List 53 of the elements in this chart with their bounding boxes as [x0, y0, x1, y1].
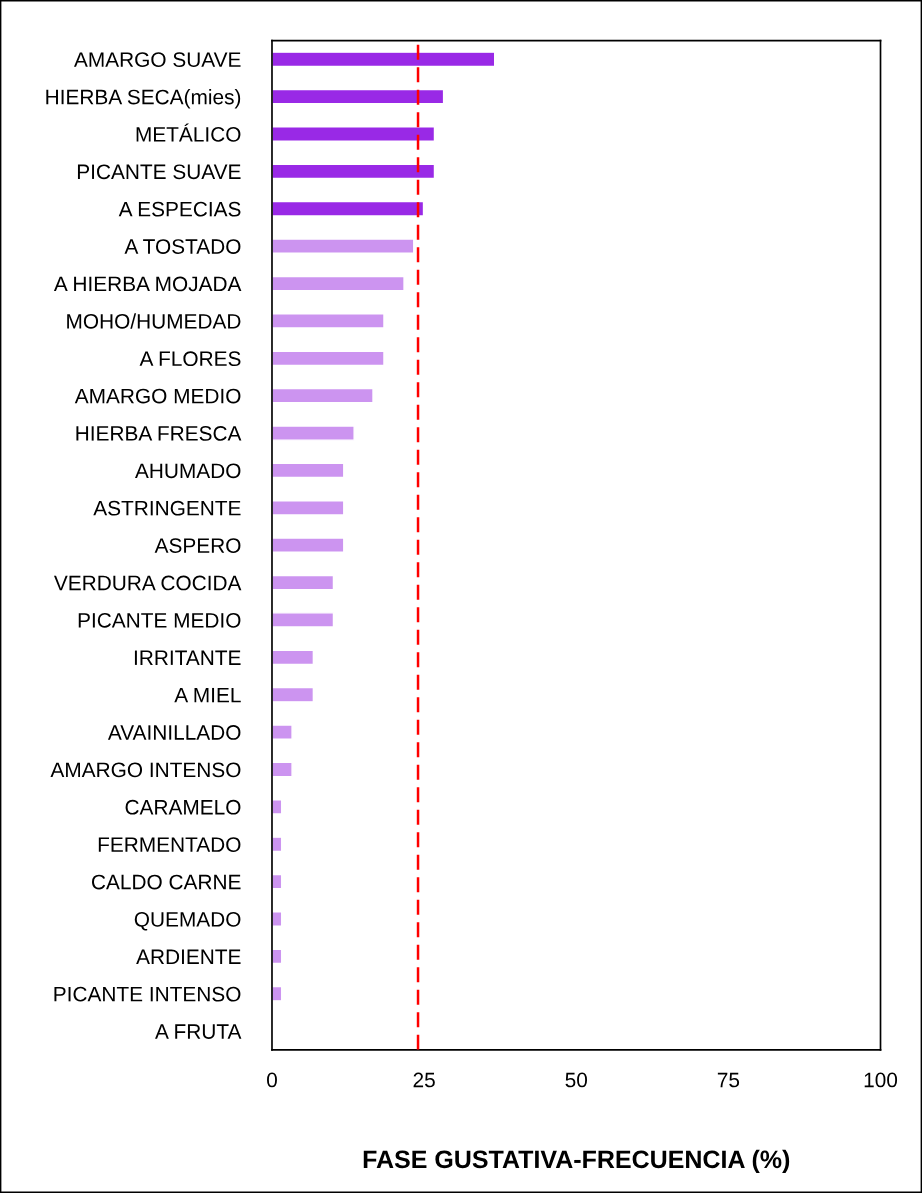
y-tick-label: PICANTE SUAVE: [77, 164, 241, 180]
x-tick-label: 50: [565, 1072, 588, 1088]
y-tick-label: AMARGO MEDIO: [74, 388, 241, 404]
y-tick-label: CARAMELO: [125, 799, 241, 815]
y-tick-label: FERMENTADO: [98, 837, 241, 852]
bar: [271, 686, 315, 703]
y-tick-label: A FRUTA: [155, 1024, 242, 1039]
x-axis-title: FASE GUSTATIVA-FRECUENCIA (%): [363, 1149, 790, 1174]
y-tick-label: QUEMADO: [134, 912, 241, 931]
y-tick-label: PICANTE MEDIO: [78, 612, 241, 628]
bar: [271, 462, 345, 479]
bar: [271, 537, 345, 553]
y-tick-label: METÁLICO: [136, 123, 241, 142]
bar: [271, 200, 425, 217]
x-tick-label: 75: [717, 1072, 740, 1088]
bar: [271, 88, 445, 105]
y-tick-label: AMARGO INTENSO: [50, 762, 241, 778]
y-tick-label: AMARGO SUAVE: [73, 52, 241, 68]
y-tick-label: ASTRINGENTE: [93, 500, 241, 516]
bar: [271, 425, 355, 441]
bar: [271, 724, 293, 740]
bar: [271, 350, 385, 367]
bar: [271, 574, 335, 591]
bar: [271, 387, 374, 404]
bar: [271, 275, 405, 292]
y-tick-label: A HIERBA MOJADA: [53, 276, 242, 292]
bar: [271, 761, 293, 778]
y-tick-label: A FLORES: [139, 351, 241, 367]
bar: [271, 238, 415, 254]
y-tick-label: HIERBA FRESCA: [76, 426, 242, 441]
y-tick-label: VERDURA COCIDA: [53, 575, 242, 591]
y-tick-label: A ESPECIAS: [118, 201, 241, 217]
bar: [271, 612, 335, 628]
y-tick-label: A MIEL: [174, 687, 241, 703]
bar: [271, 313, 385, 329]
y-tick-label: PICANTE INTENSO: [54, 986, 241, 1002]
y-tick-label: AVAINILLADO: [107, 725, 241, 740]
y-tick-label: MOHO/HUMEDAD: [67, 313, 241, 329]
bar: [271, 163, 436, 180]
bar: [271, 500, 345, 516]
bar: [271, 126, 436, 142]
y-tick-label: A TOSTADO: [124, 239, 241, 254]
x-tick-label: 0: [267, 1072, 277, 1088]
y-tick-label: HIERBA SECA(mies): [46, 89, 241, 109]
y-tick-label: AHUMADO: [134, 463, 241, 479]
x-tick-label: 100: [864, 1072, 898, 1088]
bar: [271, 51, 496, 68]
x-tick-label: 25: [413, 1072, 435, 1088]
bar: [271, 649, 315, 666]
y-tick-label: CALDO CARNE: [92, 874, 241, 890]
y-tick-label: ARDIENTE: [136, 949, 241, 964]
y-tick-label: ASPERO: [154, 538, 241, 553]
y-tick-label: IRRITANTE: [134, 650, 241, 665]
